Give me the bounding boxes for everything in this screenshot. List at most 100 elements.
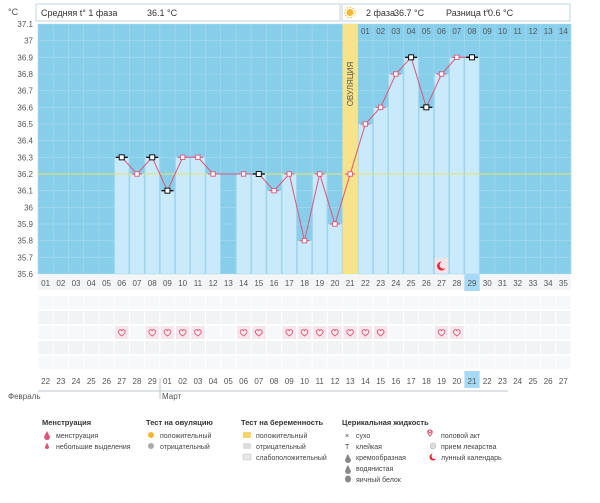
legend: Менструация менструация небольшие выделе… [42, 418, 502, 484]
y-tick-label: 35.6 [17, 270, 33, 279]
symptom-cell [282, 311, 297, 324]
symptom-cell [266, 296, 282, 309]
symptom-cell [541, 326, 556, 339]
temperature-bar [190, 157, 206, 275]
symptom-cell [84, 296, 99, 309]
y-tick-label: 36.4 [17, 137, 33, 146]
symptom-cell [525, 326, 541, 339]
ovulation-band [342, 24, 358, 274]
cycle-day-label: 18 [300, 279, 309, 288]
phase2-day-label: 05 [422, 27, 431, 36]
cycle-day-label: 25 [407, 279, 416, 288]
cycle-day-label: 08 [148, 279, 157, 288]
symptom-cell [541, 296, 556, 309]
temperature-bar [464, 57, 480, 275]
heart-cell [160, 326, 175, 339]
cycle-day-label: 34 [544, 279, 553, 288]
legend-cervical-item-3: кремообразная [356, 454, 406, 462]
calendar-date: 16 [391, 377, 400, 386]
symptom-cell [556, 341, 571, 354]
eggwhite-icon [345, 475, 351, 483]
calendar-date: 21 [468, 377, 477, 386]
data-point [454, 54, 460, 60]
symptom-cell [403, 356, 419, 369]
symptom-cell [525, 296, 541, 309]
symptom-cell [510, 356, 525, 369]
cycle-day-label: 32 [513, 279, 522, 288]
temperature-bar [281, 173, 297, 275]
data-point [195, 154, 201, 160]
symptom-cell [221, 341, 236, 354]
symptom-cell [388, 341, 403, 354]
symptom-cell [129, 326, 145, 339]
heart-icon [300, 329, 309, 337]
temperature-bar [266, 190, 282, 275]
y-tick-label: 36.5 [17, 120, 33, 129]
symptom-cell [297, 341, 312, 354]
symptom-cell [434, 296, 449, 309]
symptom-cell [327, 311, 343, 324]
phase1-value: 36.1 °C [147, 8, 178, 18]
legend-other-item-3: лунный календарь [441, 454, 502, 462]
symptom-cell [221, 326, 236, 339]
data-point [118, 154, 125, 161]
data-point [301, 238, 308, 244]
symptom-cell [556, 356, 571, 369]
data-point [317, 171, 323, 177]
symptom-cell [464, 341, 480, 354]
data-point [347, 171, 353, 177]
data-point [393, 71, 399, 77]
symptom-cell [373, 356, 388, 369]
phase2-day-labels: 01 02 03 04 05 06 07 08 09 10 11 12 13 14 [361, 27, 568, 36]
symptom-cell [206, 311, 221, 324]
heart-icon [331, 329, 339, 337]
symptom-cell [495, 326, 510, 339]
legend-cervical-item-5: яичный белок [356, 476, 402, 484]
data-point [271, 188, 277, 194]
calendar-date: 15 [376, 377, 385, 386]
symptom-cell [84, 326, 99, 339]
cycle-day-label: 19 [315, 279, 324, 288]
cycle-day-label: 23 [376, 279, 385, 288]
temperature-bar [251, 173, 267, 275]
cycle-day-label: 09 [163, 279, 172, 288]
symptom-cell [419, 341, 434, 354]
heart-cell [252, 326, 266, 339]
symptom-cell [525, 356, 541, 369]
cycle-day-label: 30 [483, 279, 492, 288]
phase2-day-label: 12 [528, 27, 537, 36]
data-point [423, 104, 430, 111]
data-point [255, 171, 262, 177]
y-tick-label: 37.1 [17, 20, 33, 29]
symptom-cell [358, 311, 373, 324]
calendar-date: 09 [285, 377, 294, 386]
calendar-date: 01 [163, 377, 172, 386]
data-point [240, 171, 247, 177]
symptom-cell [190, 296, 206, 309]
heart-icon [361, 329, 370, 337]
symptom-cell [312, 311, 327, 324]
symptom-cell [282, 341, 297, 354]
legend-pregtest-item-3: слабоположительный [256, 454, 327, 462]
heart-icon [427, 429, 433, 437]
symptom-cell [434, 356, 449, 369]
symptom-cell [99, 311, 114, 324]
cycle-day-label: 28 [452, 279, 461, 288]
symptom-cell [175, 341, 190, 354]
symptom-cell [84, 311, 99, 324]
heart-cell [313, 326, 327, 339]
heart-icon [315, 329, 324, 337]
symptom-cell [312, 341, 327, 354]
symptom-cell [145, 311, 160, 324]
data-point [210, 171, 216, 177]
symptom-cell [129, 356, 145, 369]
heart-cell [282, 326, 296, 339]
cycle-day-label: 35 [559, 279, 568, 288]
symptom-cell [403, 341, 419, 354]
y-tick-label: 35.9 [17, 220, 33, 229]
cycle-day-label: 27 [437, 279, 446, 288]
current-day-highlight [464, 274, 480, 291]
cycle-day-label: 15 [254, 279, 263, 288]
symptom-cell [312, 356, 327, 369]
symptom-cell [114, 296, 129, 309]
